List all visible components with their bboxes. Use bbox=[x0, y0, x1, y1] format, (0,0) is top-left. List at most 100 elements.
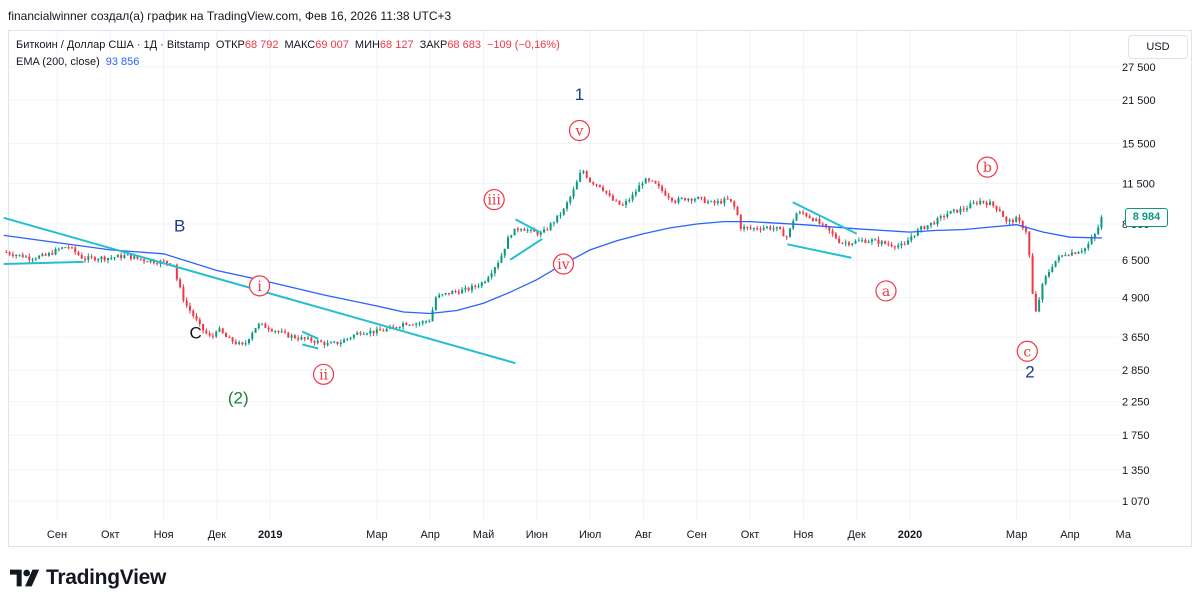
candle bbox=[372, 330, 375, 336]
candle bbox=[900, 240, 903, 249]
candle bbox=[907, 237, 910, 245]
candle bbox=[231, 336, 234, 344]
candle bbox=[615, 198, 618, 202]
base-line-left[interactable] bbox=[3, 260, 84, 265]
candle bbox=[523, 227, 526, 231]
candle bbox=[398, 326, 401, 330]
candle bbox=[280, 328, 283, 334]
candle bbox=[1005, 216, 1008, 225]
candle bbox=[1002, 210, 1005, 217]
wave-ii-label[interactable]: ii bbox=[312, 363, 335, 385]
candle bbox=[1015, 215, 1018, 223]
candle bbox=[369, 327, 372, 337]
pattern-ab-lower[interactable] bbox=[787, 243, 852, 259]
candle bbox=[884, 240, 887, 245]
symbol-legend[interactable]: Биткоин / Доллар США · 1Д · Bitstamp ОТК… bbox=[16, 39, 560, 51]
y-tick-label: 6 500 bbox=[1122, 255, 1150, 267]
candle bbox=[975, 200, 978, 206]
candle bbox=[782, 226, 785, 237]
symbol-title[interactable]: Биткоин / Доллар США · 1Д · Bitstamp bbox=[16, 39, 210, 51]
candle bbox=[293, 334, 296, 340]
candle bbox=[995, 205, 998, 213]
wave-1-label[interactable]: 1 bbox=[575, 85, 584, 104]
candle bbox=[195, 312, 198, 322]
x-tick-label: Авг bbox=[635, 529, 652, 541]
candle bbox=[667, 192, 670, 200]
ema-200-line[interactable] bbox=[3, 220, 1102, 315]
wave-b-primary-label[interactable]: B bbox=[174, 217, 185, 236]
candle bbox=[287, 331, 290, 339]
wave-ii-text: ii bbox=[319, 367, 328, 383]
currency-button[interactable]: USD bbox=[1128, 35, 1188, 59]
wave-2-bracket-label[interactable]: (2) bbox=[228, 389, 249, 408]
wave-iv-label[interactable]: iv bbox=[552, 253, 575, 275]
candle bbox=[1064, 252, 1067, 257]
y-tick-label: 1 070 bbox=[1122, 496, 1150, 508]
wave-a-label[interactable]: a bbox=[875, 280, 897, 302]
candle bbox=[261, 323, 264, 326]
candle bbox=[933, 220, 936, 225]
pattern-ab-upper[interactable] bbox=[792, 201, 858, 235]
close-label: ЗАКР bbox=[419, 39, 448, 51]
candle bbox=[467, 286, 470, 292]
candle bbox=[84, 255, 87, 263]
candle bbox=[546, 227, 549, 231]
x-tick-label: 2019 bbox=[258, 529, 282, 541]
candle bbox=[608, 189, 611, 198]
candle bbox=[349, 336, 352, 341]
candle bbox=[952, 208, 955, 214]
candle bbox=[51, 249, 54, 256]
pattern-iv-lower[interactable] bbox=[509, 238, 543, 261]
wave-2-label[interactable]: 2 bbox=[1025, 362, 1034, 381]
chart-pane[interactable] bbox=[8, 30, 1192, 547]
candle bbox=[572, 186, 575, 200]
pattern-ii-upper[interactable] bbox=[301, 330, 319, 340]
candle bbox=[985, 200, 988, 208]
candle bbox=[484, 280, 487, 284]
candle bbox=[605, 190, 608, 196]
candle bbox=[556, 215, 559, 224]
low-label: МИН bbox=[354, 39, 380, 51]
candle bbox=[634, 188, 637, 198]
candle bbox=[795, 212, 798, 221]
candle bbox=[500, 252, 503, 264]
wave-b-text: b bbox=[983, 160, 992, 176]
candle bbox=[972, 200, 975, 205]
candle bbox=[706, 199, 709, 205]
candle bbox=[464, 285, 467, 293]
candle bbox=[343, 337, 346, 343]
candle bbox=[366, 332, 369, 336]
candle bbox=[192, 309, 195, 319]
wave-v-label[interactable]: v bbox=[568, 119, 591, 142]
wave-i-label[interactable]: i bbox=[248, 275, 271, 297]
wave-c-primary-label[interactable]: C bbox=[189, 324, 201, 343]
indicator-legend[interactable]: EMA (200, close) 93 856 bbox=[16, 56, 139, 68]
ema-label[interactable]: EMA (200, close) bbox=[16, 56, 100, 68]
candle bbox=[726, 195, 729, 200]
wave-b-label[interactable]: b bbox=[976, 156, 998, 178]
candle bbox=[693, 197, 696, 203]
y-tick-label: 11 500 bbox=[1122, 179, 1155, 191]
candle bbox=[923, 225, 926, 230]
candle bbox=[664, 188, 667, 197]
candle bbox=[625, 198, 628, 208]
candle bbox=[395, 326, 398, 329]
candle bbox=[251, 331, 254, 341]
candle bbox=[729, 198, 732, 203]
tradingview-logo[interactable]: TradingView bbox=[10, 566, 166, 590]
candle bbox=[329, 340, 332, 344]
x-tick-label: Окт bbox=[101, 529, 120, 541]
candle bbox=[700, 196, 703, 201]
wave-c-label[interactable]: c bbox=[1016, 340, 1038, 362]
candle bbox=[5, 249, 8, 253]
pattern-ii-lower[interactable] bbox=[301, 343, 319, 350]
wave-iii-label[interactable]: iii bbox=[483, 188, 505, 211]
candle bbox=[382, 328, 385, 332]
close-value: 68 683 bbox=[447, 39, 481, 51]
candle bbox=[421, 320, 424, 326]
pattern-iv-upper[interactable] bbox=[515, 218, 540, 233]
wave-2-text: 2 bbox=[1025, 362, 1034, 381]
candle bbox=[736, 205, 739, 216]
